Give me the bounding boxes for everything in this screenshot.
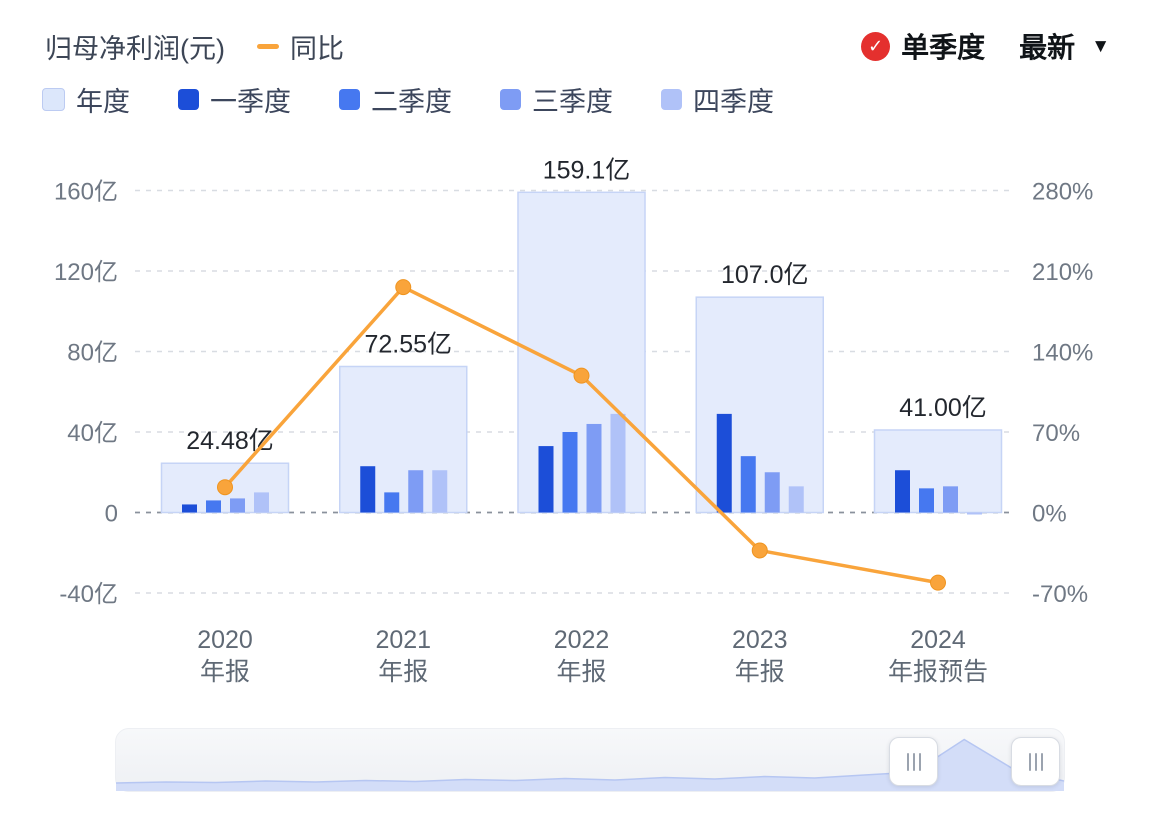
quarter-bar-q2[interactable] [384,492,400,513]
yoy-point[interactable] [751,542,768,559]
legend-swatch-q3 [500,89,521,110]
data-zoom-slider[interactable] [115,728,1065,792]
grip-bar [1040,752,1043,771]
y-axis-label-right: -70% [1032,581,1088,608]
annual-value-label: 41.00亿 [899,394,987,422]
chart-title: 归母净利润(元) [45,33,225,64]
legend-swatch-q2 [339,89,360,110]
x-axis-sublabel: 年报 [735,658,785,686]
annual-value-label: 107.0亿 [721,261,809,289]
range-handle-left[interactable] [889,737,938,786]
y-axis-label-left: -40亿 [59,581,118,608]
legend-label-q4: 四季度 [693,87,774,117]
y-axis-label-left: 120亿 [54,259,118,286]
yoy-point[interactable] [573,367,590,384]
latest-label: 最新 [1019,32,1076,63]
quarter-bar-q3[interactable] [408,470,424,513]
legend-label-annual: 年度 [76,87,130,117]
legend-row: 年度 一季度 二季度 三季度 四季度 [42,80,774,119]
quarter-bar-q2[interactable] [740,456,756,513]
quarter-bar-q1[interactable] [182,504,197,513]
quarter-bar-q4[interactable] [432,470,448,513]
quarter-bar-q4[interactable] [610,413,626,513]
legend-label-q1: 一季度 [210,87,291,117]
y-axis-label-left: 40亿 [67,420,118,447]
x-axis-sublabel: 年报 [556,658,606,686]
quarter-bar-q3[interactable] [230,498,245,513]
legend-item-q1[interactable]: 一季度 [178,80,291,119]
x-axis-label: 2021 [375,626,431,654]
legend-item-annual[interactable]: 年度 [42,80,130,119]
x-axis-label: 2022 [554,626,610,654]
yoy-point[interactable] [217,479,233,496]
legend-swatch-q1 [178,89,199,110]
y-axis-label-right: 0% [1032,501,1067,528]
header-controls: ✓ 单季度 最新 ▼ [861,26,1110,66]
grip-bar [1028,752,1031,771]
quarter-bar-q1[interactable] [716,413,732,513]
y-axis-label-left: 80亿 [67,340,118,367]
preview-area [116,739,1064,791]
y-axis-label-right: 280% [1032,179,1093,206]
quarter-bar-q2[interactable] [919,488,934,513]
profit-chart-canvas[interactable]: 160亿 280% 120亿 210% 80亿 140% 40亿 70% 0 0% -40亿 -70%… [0,140,1150,720]
y-axis-label-right: 210% [1032,259,1093,286]
quarter-bar-q2[interactable] [562,432,578,513]
single-quarter-toggle[interactable]: ✓ 单季度 [861,26,985,66]
x-axis-sublabel: 年报 [378,658,428,686]
x-axis-sublabel: 年报预告 [888,658,988,686]
grip-bar [912,752,915,771]
yoy-point[interactable] [930,574,946,591]
annual-bar[interactable] [339,365,468,514]
legend-item-q4[interactable]: 四季度 [661,80,774,119]
quarter-bar-q4[interactable] [788,486,804,513]
annual-value-label: 72.55亿 [364,330,452,358]
header-row: 归母净利润(元) 同比 ✓ 单季度 最新 ▼ [45,26,1110,66]
x-axis-label: 2023 [732,626,788,654]
quarter-bar-q1[interactable] [538,446,554,513]
annual-bar[interactable] [695,296,824,514]
x-axis-label: 2024 [910,626,966,654]
y-axis-label-left: 160亿 [54,179,118,206]
yoy-legend-label: 同比 [289,33,344,64]
legend-swatch-q4 [661,89,682,110]
yoy-legend-toggle[interactable]: 同比 [256,27,344,66]
annual-bar[interactable] [873,429,1003,514]
legend-label-q2: 二季度 [371,87,452,117]
legend-item-q3[interactable]: 三季度 [500,80,613,119]
grip-bar [918,752,921,771]
x-axis-label: 2020 [197,626,253,654]
legend-swatch-annual [42,88,65,111]
y-axis-label-right: 140% [1032,340,1093,367]
y-axis-label-left: 0 [105,501,118,528]
quarter-bar-q3[interactable] [586,423,602,513]
check-icon: ✓ [861,31,891,61]
annual-value-label: 24.48亿 [186,427,274,455]
quarter-bar-q4[interactable] [967,512,982,515]
quarter-bar-q1[interactable] [360,466,376,513]
y-axis-label-right: 70% [1032,420,1080,447]
quarter-bar-q3[interactable] [764,472,780,513]
quarter-bar-q4[interactable] [254,492,269,513]
legend-label-q3: 三季度 [532,87,613,117]
quarter-bar-q2[interactable] [206,500,221,513]
yoy-point[interactable] [395,279,412,296]
single-quarter-label: 单季度 [901,32,986,63]
yoy-line-swatch [256,43,279,49]
grip-bar [906,752,909,771]
legend-item-q2[interactable]: 二季度 [339,80,452,119]
grip-bar [1034,752,1037,771]
quarter-bar-q3[interactable] [943,486,958,513]
caret-down-icon: ▼ [1091,35,1110,57]
range-handle-right[interactable] [1011,737,1060,786]
annual-value-label: 159.1亿 [543,156,631,184]
latest-dropdown[interactable]: 最新 ▼ [1019,26,1110,66]
quarter-bar-q1[interactable] [895,470,910,513]
x-axis-sublabel: 年报 [200,658,250,686]
